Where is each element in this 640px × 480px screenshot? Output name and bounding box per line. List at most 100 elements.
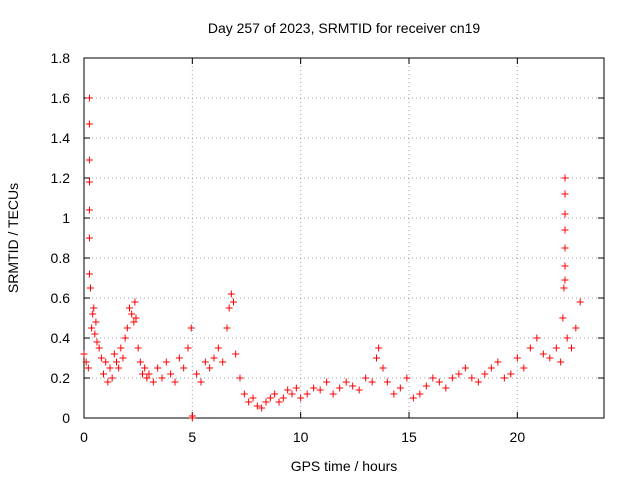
data-point <box>214 344 222 352</box>
data-point <box>557 358 565 366</box>
data-point <box>108 374 116 382</box>
data-point <box>102 358 110 366</box>
data-point <box>422 382 430 390</box>
data-point <box>292 384 300 392</box>
data-point <box>329 390 337 398</box>
data-point <box>139 370 146 378</box>
data-point <box>561 190 569 198</box>
data-point <box>561 276 569 284</box>
data-point <box>113 358 120 366</box>
data-point <box>232 350 240 358</box>
y-tick-label: 1.4 <box>51 130 71 146</box>
x-tick-label: 0 <box>80 429 88 445</box>
y-tick-label: 0.8 <box>51 250 71 266</box>
data-point <box>561 210 569 218</box>
data-point <box>131 298 139 306</box>
data-point <box>396 384 404 392</box>
data-point <box>145 370 153 378</box>
data-point <box>355 386 363 394</box>
data-point <box>136 358 144 366</box>
x-tick-label: 20 <box>510 429 526 445</box>
data-point <box>561 244 569 252</box>
y-tick-label: 0 <box>62 410 70 426</box>
data-point <box>240 390 248 398</box>
data-point <box>184 344 192 352</box>
data-point <box>85 206 93 214</box>
data-point <box>223 324 231 332</box>
data-point <box>526 344 534 352</box>
data-point <box>80 350 88 358</box>
data-point <box>227 290 235 298</box>
data-point <box>513 354 521 362</box>
data-point <box>383 378 391 386</box>
data-point <box>403 374 411 382</box>
data-point <box>253 402 261 410</box>
data-point <box>468 374 476 382</box>
data-point <box>197 378 205 386</box>
data-point <box>236 374 244 382</box>
data-point <box>572 324 580 332</box>
data-point <box>115 364 123 372</box>
data-point <box>132 314 140 322</box>
data-point <box>84 364 92 372</box>
data-point <box>297 394 305 402</box>
data-point <box>342 378 350 386</box>
data-point <box>520 364 528 372</box>
data-point <box>87 284 94 292</box>
data-point <box>85 156 93 164</box>
data-point <box>85 270 93 278</box>
data-point <box>106 364 114 372</box>
data-point <box>539 350 547 358</box>
data-point <box>126 304 133 312</box>
data-point <box>288 390 296 398</box>
grid <box>84 58 604 418</box>
data-point <box>121 334 129 342</box>
data-point <box>362 374 370 382</box>
data-point <box>92 318 100 326</box>
y-tick-label: 0.4 <box>51 330 71 346</box>
data-point <box>201 358 209 366</box>
data-point <box>275 398 283 406</box>
data-point <box>95 344 103 352</box>
data-point <box>167 370 175 378</box>
data-point <box>180 364 188 372</box>
x-tick-label: 5 <box>188 429 196 445</box>
data-point <box>323 378 331 386</box>
data-point <box>154 364 162 372</box>
data-point <box>93 338 101 346</box>
data-point <box>123 324 131 332</box>
data-point <box>119 354 127 362</box>
data-point <box>487 364 495 372</box>
data-point <box>568 344 575 352</box>
data-point <box>481 370 489 378</box>
data-point <box>100 370 107 378</box>
data-point <box>162 358 170 366</box>
data-point <box>230 298 237 306</box>
data-point <box>442 384 450 392</box>
y-axis-label: SRMTID / TECUs <box>5 183 21 293</box>
data-point <box>303 390 311 398</box>
data-point <box>158 374 166 382</box>
y-tick-label: 1.6 <box>51 90 71 106</box>
data-point <box>561 226 569 234</box>
data-point <box>349 382 357 390</box>
data-point <box>89 310 97 318</box>
data-point <box>373 354 380 362</box>
data-point <box>448 374 456 382</box>
data-point <box>563 334 571 342</box>
data-point <box>175 354 183 362</box>
data-point <box>85 178 93 186</box>
data-point <box>284 386 292 394</box>
data-point <box>128 310 136 318</box>
data-point <box>552 344 560 352</box>
data-point <box>279 394 287 402</box>
data-point <box>188 412 196 420</box>
data-point <box>249 394 257 402</box>
data-point <box>88 324 96 332</box>
data-point <box>368 378 376 386</box>
data-point <box>561 174 569 182</box>
data-point <box>85 94 93 102</box>
data-point <box>225 304 233 312</box>
x-tick-label: 10 <box>293 429 309 445</box>
data-point <box>110 350 118 358</box>
